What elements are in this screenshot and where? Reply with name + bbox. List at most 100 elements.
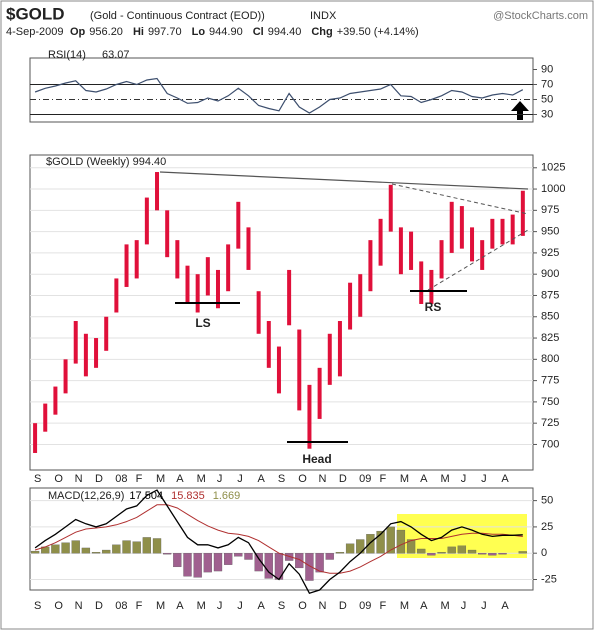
quote: Op 956.20 Hi 997.70 Lo 944.90 Cl 994.40 Chg +39.5…	[70, 26, 419, 38]
price-bar	[205, 257, 210, 296]
symbol-name: (Gold - Continuous Contract (EOD))	[90, 10, 265, 22]
x-tick-label: J	[237, 600, 243, 612]
x-tick-label: N	[319, 473, 327, 485]
price-bar	[470, 227, 475, 262]
plots: 30 50 70 90 RSI(14) 63.07 700 725 750 775 800 825 85…	[30, 49, 565, 612]
price-bar	[490, 218, 495, 249]
y-tick-label: 1025	[541, 162, 565, 174]
histogram-bar	[488, 553, 497, 556]
y-tick-label: 70	[541, 78, 553, 90]
x-tick-label: M	[440, 473, 449, 485]
y-tick-label: 0	[541, 547, 547, 559]
x-tick-label: N	[75, 473, 83, 485]
x-tick-label: A	[420, 600, 428, 612]
annotation: Head	[302, 452, 331, 466]
x-tick-label: S	[278, 600, 285, 612]
price-bar	[195, 274, 200, 313]
histogram-bar	[132, 541, 141, 554]
panel-title: $GOLD (Weekly) 994.40	[46, 156, 166, 168]
price-bar	[256, 291, 261, 334]
x-tick-label: 09	[359, 473, 371, 485]
x-tick-label: O	[54, 600, 63, 612]
x-tick-label: A	[176, 473, 184, 485]
price-bar	[317, 367, 322, 419]
y-tick-label: 50	[541, 495, 553, 507]
price-bar	[409, 231, 414, 270]
histogram-bar	[142, 537, 152, 554]
price-bar	[246, 227, 251, 270]
x-tick-label: O	[54, 473, 63, 485]
quote-key: Chg	[311, 26, 332, 38]
histogram-bar	[254, 553, 263, 572]
histogram-bar	[30, 550, 40, 554]
histogram-bar	[305, 553, 314, 581]
annotation: RS	[425, 300, 442, 314]
y-tick-label: 700	[541, 438, 559, 450]
quote-value: 997.70	[148, 26, 182, 38]
x-tick-label: M	[156, 600, 165, 612]
histogram-bar	[91, 551, 101, 554]
x-tick-label: J	[217, 600, 223, 612]
x-tick-label: M	[400, 473, 409, 485]
price-bar	[327, 333, 332, 385]
histogram-bar	[366, 534, 375, 554]
price-bar	[480, 240, 485, 270]
price-bar	[398, 227, 403, 275]
x-tick-label: F	[379, 600, 386, 612]
exchange: INDX	[310, 10, 337, 22]
price-bar	[429, 269, 434, 304]
histogram-bar	[325, 553, 334, 560]
histogram-bar	[345, 543, 355, 554]
price-bar	[419, 261, 424, 304]
rsi-panel	[29, 57, 534, 123]
histogram-bar	[447, 546, 456, 554]
histogram-bar	[376, 530, 385, 554]
histogram-bar	[163, 553, 172, 555]
y-tick-label: 775	[541, 375, 559, 387]
x-tick-label: S	[278, 473, 285, 485]
price-bar	[63, 359, 68, 394]
histogram-bar	[437, 551, 446, 554]
y-tick-label: 750	[541, 396, 559, 408]
brand: @StockCharts.com	[493, 10, 588, 22]
price-bar	[500, 218, 505, 245]
x-tick-label: A	[176, 600, 184, 612]
price-bar	[226, 244, 231, 292]
x-tick-label: M	[440, 600, 449, 612]
x-tick-label: A	[501, 473, 509, 485]
neckline	[159, 171, 529, 190]
histogram-bar	[61, 542, 70, 554]
panel-title: RSI(14)	[48, 49, 86, 61]
histogram-bar	[406, 539, 416, 554]
panel-value: 1.669	[213, 490, 241, 502]
histogram-bar	[478, 553, 487, 555]
y-tick-label: 950	[541, 226, 559, 238]
price-bar	[33, 423, 38, 453]
x-tick-label: J	[217, 473, 223, 485]
x-tick-label: F	[379, 473, 386, 485]
x-tick-label: 08	[115, 473, 127, 485]
arrow	[511, 101, 529, 120]
x-tick-label: J	[461, 600, 467, 612]
histogram-bar	[193, 553, 202, 578]
x-tick-label: D	[339, 600, 347, 612]
price-bar	[459, 206, 464, 249]
histogram-bar	[295, 553, 304, 569]
histogram-bar	[224, 553, 233, 565]
x-tick-label: F	[136, 600, 143, 612]
x-tick-label: M	[197, 600, 206, 612]
quote-value: 944.90	[209, 26, 243, 38]
price-bar	[144, 197, 149, 245]
histogram-bar	[81, 547, 91, 554]
y-tick-label: 925	[541, 247, 559, 259]
price-bar	[307, 384, 312, 449]
quote-key: Cl	[253, 26, 264, 38]
x-tick-label: A	[420, 473, 428, 485]
price-bar	[378, 218, 383, 266]
histogram-bar	[112, 544, 121, 554]
price-bar	[73, 321, 78, 364]
price-bar	[368, 240, 373, 292]
x-tick-label: M	[156, 473, 165, 485]
x-tick-label: O	[298, 600, 307, 612]
